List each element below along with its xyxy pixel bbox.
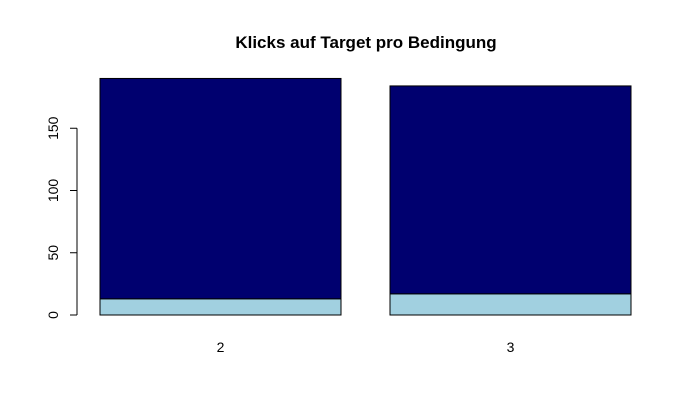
bar-2-segment-1 <box>99 298 342 316</box>
x-tick-label: 2 <box>217 339 225 355</box>
y-tick-label: 100 <box>45 179 61 203</box>
bar-3-segment-1 <box>389 293 632 316</box>
bars-group <box>99 77 632 316</box>
y-tick-label: 50 <box>45 245 61 261</box>
bar-3-segment-2 <box>389 85 632 295</box>
y-axis: 0 50 100 150 <box>45 116 78 319</box>
x-tick-label: 3 <box>507 339 515 355</box>
bar-2-segment-2 <box>99 77 342 300</box>
y-tick-label: 0 <box>45 311 61 319</box>
chart-title: Klicks auf Target pro Bedingung <box>235 33 496 52</box>
y-tick-label: 150 <box>45 116 61 140</box>
